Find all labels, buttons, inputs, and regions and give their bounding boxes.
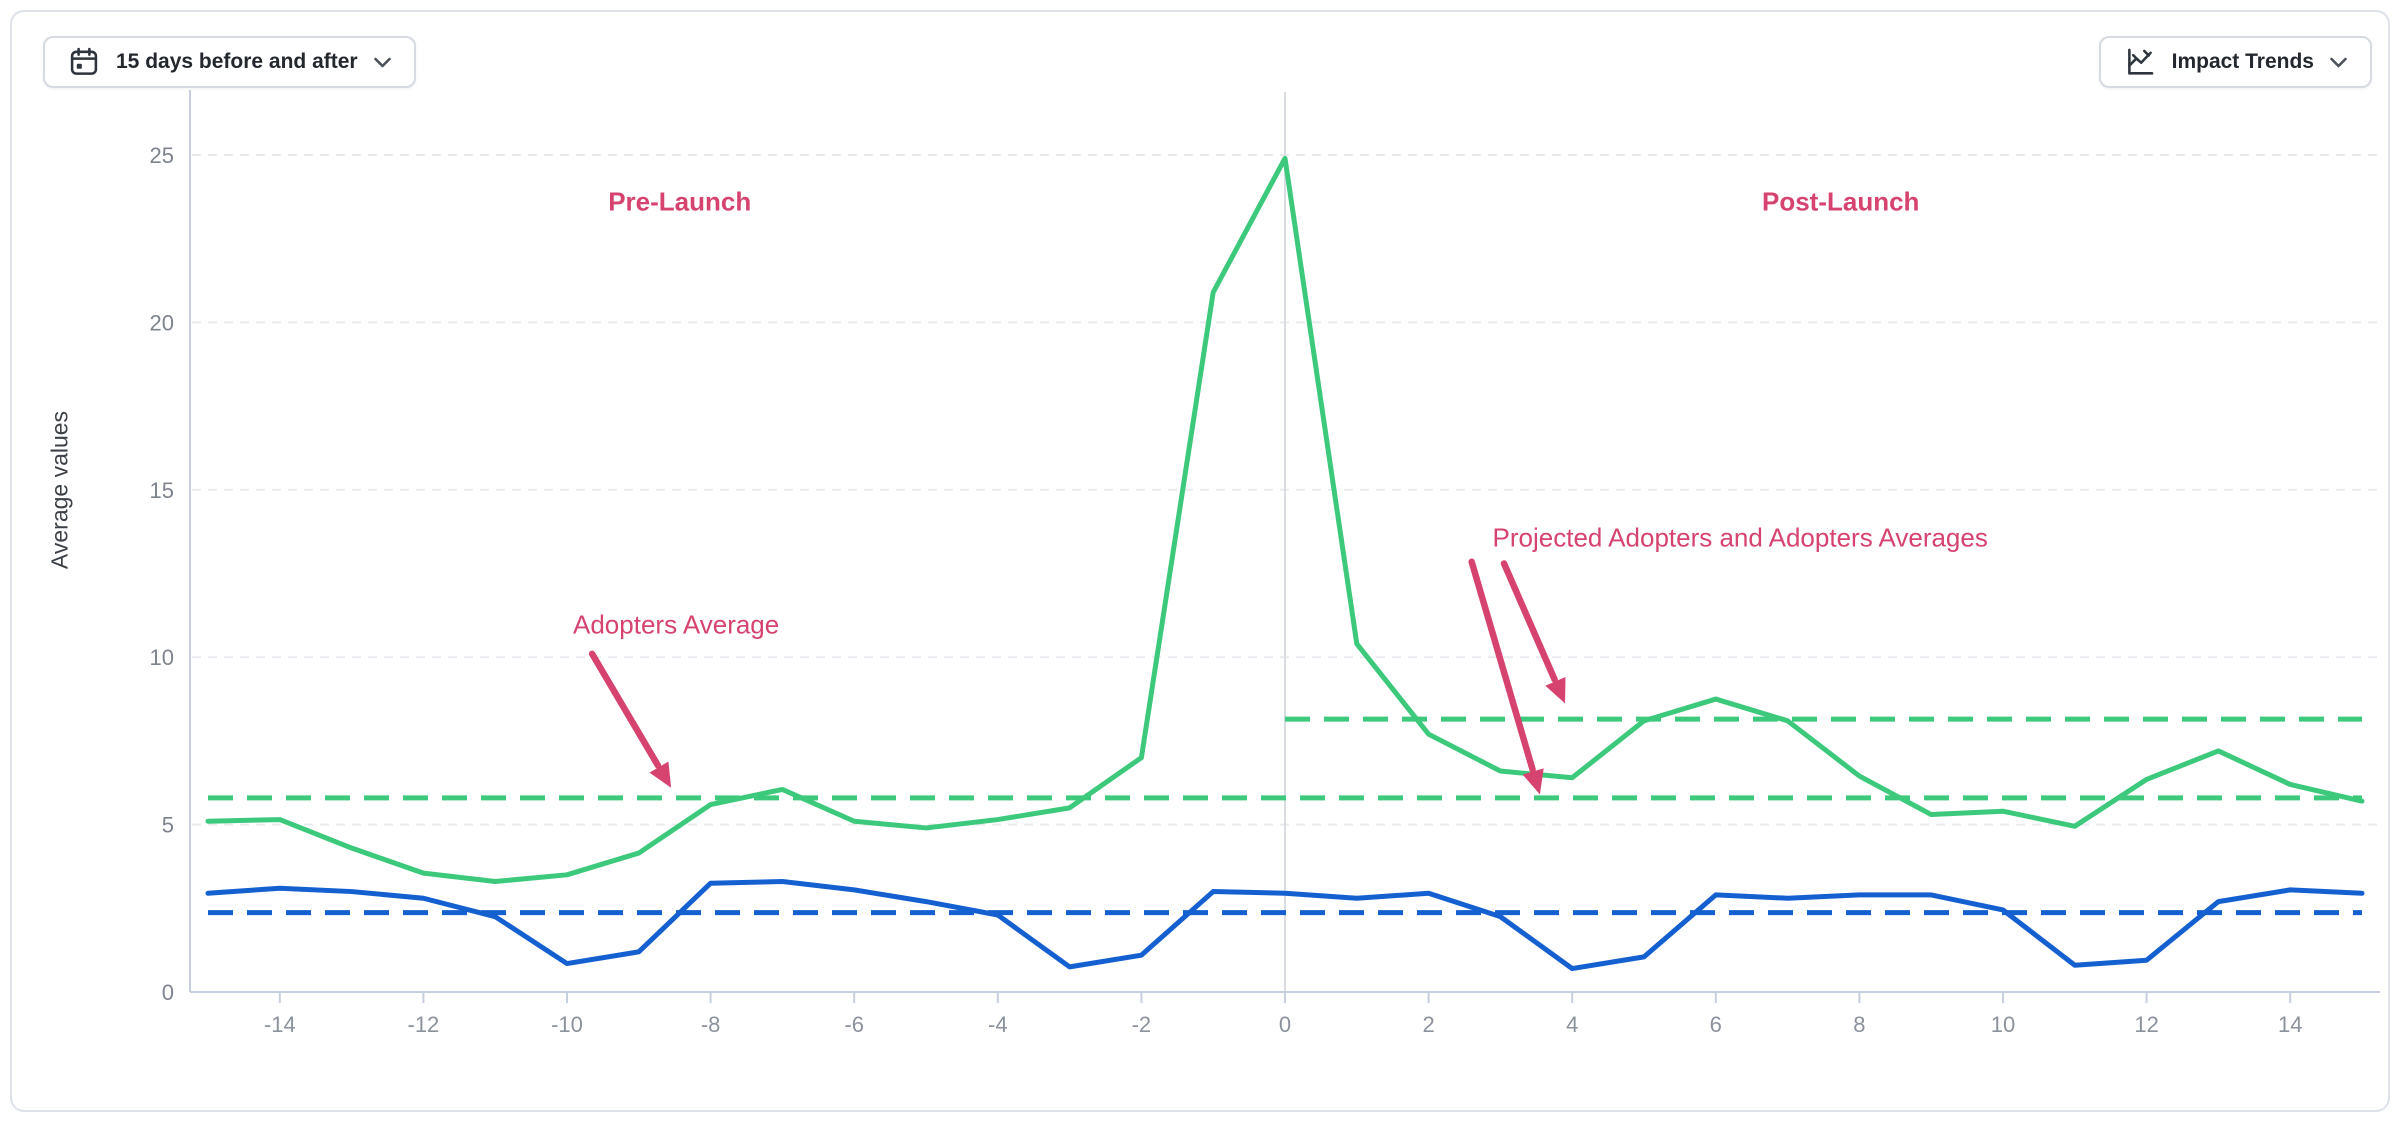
annotation-adopters-average: Adopters Average xyxy=(573,609,780,640)
svg-text:-14: -14 xyxy=(264,1012,296,1037)
svg-text:2: 2 xyxy=(1422,1012,1434,1037)
svg-text:-12: -12 xyxy=(408,1012,440,1037)
svg-text:-10: -10 xyxy=(551,1012,583,1037)
svg-text:10: 10 xyxy=(150,645,174,670)
svg-text:-4: -4 xyxy=(988,1012,1008,1037)
impact-trends-label: Impact Trends xyxy=(2171,50,2314,73)
chart-card xyxy=(10,10,2390,1112)
annotation-pre-launch: Pre-Launch xyxy=(608,186,752,217)
svg-text:25: 25 xyxy=(150,143,174,168)
calendar-icon xyxy=(67,45,101,79)
svg-text:20: 20 xyxy=(150,310,174,335)
svg-text:0: 0 xyxy=(1279,1012,1291,1037)
annotation-post-launch: Post-Launch xyxy=(1761,186,1920,217)
y-axis-title: Average values xyxy=(46,410,73,570)
annotation-arrows xyxy=(588,558,1566,795)
chevron-down-icon xyxy=(2329,56,2348,69)
projected-adopters-line xyxy=(205,879,2365,972)
svg-text:15: 15 xyxy=(150,478,174,503)
svg-text:12: 12 xyxy=(2134,1012,2158,1037)
annotation-projected-adopters-averages: Projected Adopters and Adopters Averages xyxy=(1492,522,1988,553)
x-axis-ticks: -14 -12 -10 -8 -6 -4 -2 0 2 4 6 8 10 12 14 xyxy=(264,992,2302,1037)
impact-trends-button[interactable]: Impact Trends xyxy=(2098,36,2372,88)
svg-text:-6: -6 xyxy=(844,1012,864,1037)
y-axis-ticks: 0 5 10 15 20 25 xyxy=(150,143,174,1005)
date-range-button[interactable]: 15 days before and after xyxy=(43,36,416,88)
svg-text:4: 4 xyxy=(1566,1012,1578,1037)
svg-text:10: 10 xyxy=(1991,1012,2015,1037)
svg-text:14: 14 xyxy=(2278,1012,2302,1037)
svg-text:-8: -8 xyxy=(701,1012,721,1037)
svg-text:0: 0 xyxy=(162,980,174,1005)
svg-text:5: 5 xyxy=(162,813,174,838)
adopters-line xyxy=(205,155,2365,885)
svg-text:-2: -2 xyxy=(1132,1012,1152,1037)
svg-text:6: 6 xyxy=(1710,1012,1722,1037)
date-range-label: 15 days before and after xyxy=(116,50,358,73)
line-chart-icon xyxy=(2123,45,2157,79)
svg-text:8: 8 xyxy=(1853,1012,1865,1037)
chevron-down-icon xyxy=(373,56,392,69)
